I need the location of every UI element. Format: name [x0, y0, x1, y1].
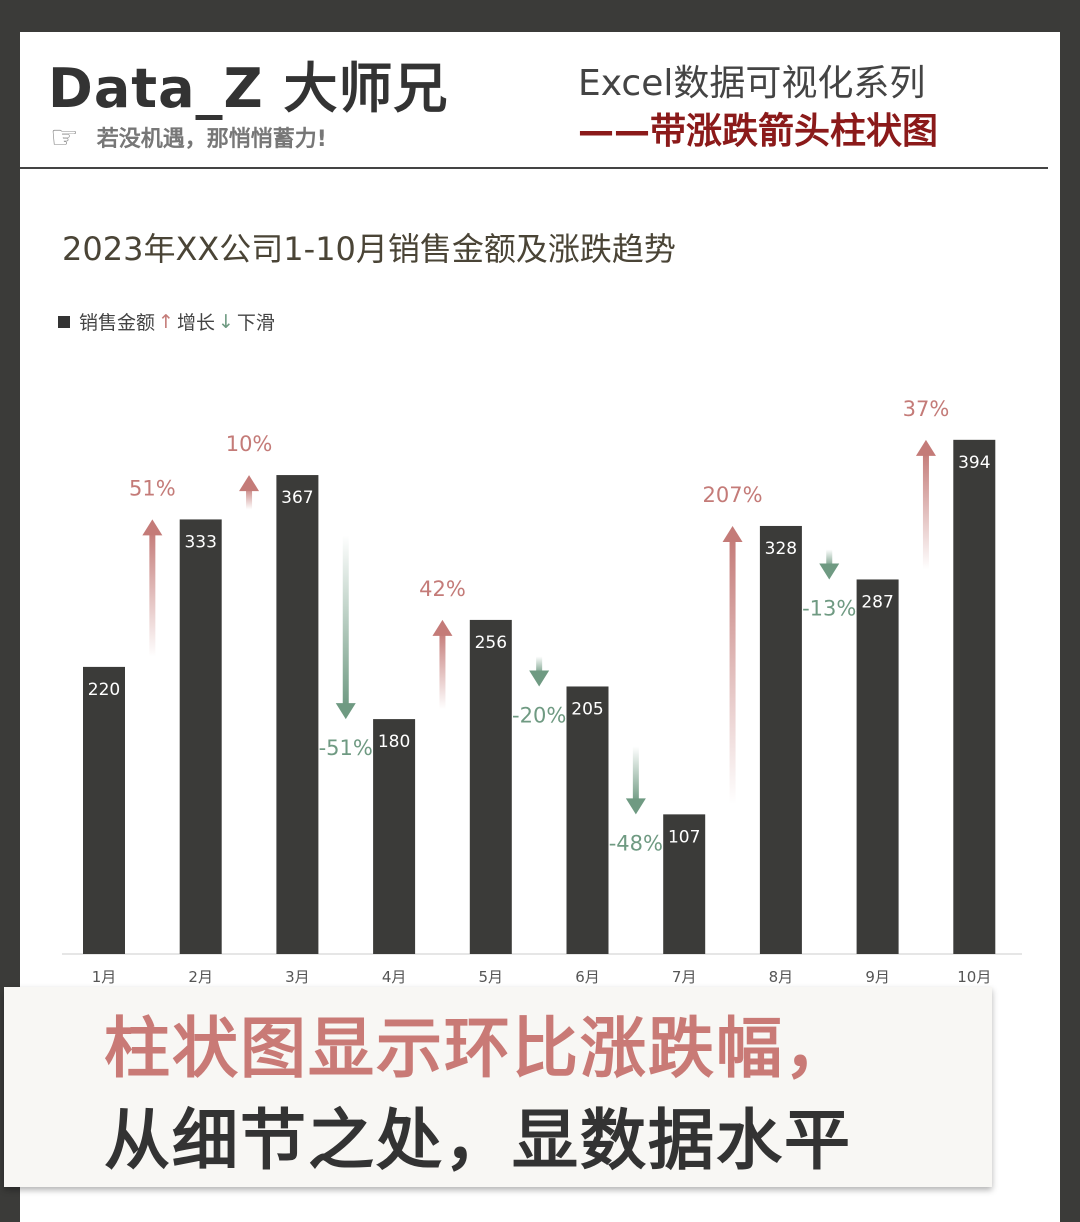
divider [20, 167, 1048, 169]
bar [953, 439, 996, 955]
x-tick-label: 2月 [188, 968, 213, 986]
data-label: 256 [475, 633, 507, 653]
change-label-up: 10% [226, 432, 273, 456]
data-label: 333 [184, 532, 216, 552]
down-arrow-head [335, 703, 356, 720]
series-subtitle: ——带涨跌箭头柱状图 [578, 111, 939, 152]
change-label-up: 207% [703, 483, 763, 507]
bar [663, 814, 706, 954]
x-tick-label: 6月 [575, 968, 600, 986]
legend: 销售金额 ↑ 增长 ↓ 下滑 [58, 308, 275, 335]
legend-up-label: 增长 [176, 312, 215, 334]
data-label: 328 [765, 539, 797, 559]
legend-up-arrow-icon: ↑ [158, 310, 174, 333]
up-arrow-shaft [439, 631, 446, 710]
banner-line-1: 柱状图显示环比涨跌幅， [104, 1010, 852, 1087]
legend-bar-swatch [58, 315, 70, 328]
brand-title: Data_Z 大师兄 [48, 57, 449, 120]
down-arrow-shaft [342, 535, 349, 708]
up-arrow-head [142, 519, 163, 536]
down-arrow-shaft [536, 656, 543, 675]
x-tick-label: 7月 [672, 968, 697, 986]
data-label: 287 [861, 592, 893, 612]
x-tick-label: 1月 [92, 968, 117, 986]
bar [566, 686, 609, 954]
slogan-text: 若没机遇，那悄悄蓄力! [96, 127, 327, 152]
slogan: ☞ 若没机遇，那悄悄蓄力! [50, 118, 327, 156]
data-label: 205 [571, 699, 603, 719]
bar [856, 579, 899, 954]
up-arrow-shaft [729, 537, 736, 805]
change-label-up: 51% [129, 476, 176, 500]
pointing-hand-icon: ☞ [50, 118, 79, 156]
change-label-up: 37% [903, 397, 950, 421]
x-tick-label: 4月 [382, 968, 407, 986]
bar [83, 666, 125, 954]
bar [373, 719, 416, 954]
legend-down-label: 下滑 [236, 312, 275, 334]
chart-title: 2023年XX公司1-10月销售金额及涨跌趋势 [62, 230, 676, 268]
data-label: 394 [958, 453, 990, 473]
data-label: 367 [281, 488, 313, 508]
bar [179, 519, 222, 954]
series-title: Excel数据可视化系列 [578, 63, 926, 104]
down-arrow-head [819, 563, 840, 580]
down-arrow-shaft [632, 746, 639, 803]
x-tick-label: 5月 [479, 968, 504, 986]
change-label-down: -13% [802, 596, 856, 620]
down-arrow-shaft [826, 549, 833, 568]
data-label: 180 [378, 732, 410, 752]
up-arrow-head [239, 475, 260, 492]
bar [469, 619, 512, 954]
x-tick-label: 10月 [957, 968, 991, 986]
up-arrow-shaft [922, 451, 929, 570]
change-label-down: -20% [512, 703, 566, 727]
summary-banner: 柱状图显示环比涨跌幅， 从细节之处，显数据水平 [4, 987, 992, 1187]
up-arrow-head [432, 619, 453, 636]
data-label: 220 [88, 680, 120, 700]
change-label-down: -48% [609, 831, 663, 855]
down-arrow-head [529, 670, 550, 687]
down-arrow-head [625, 798, 646, 815]
up-arrow-shaft [149, 531, 156, 657]
x-tick-label: 9月 [865, 968, 890, 986]
up-arrow-head [915, 439, 936, 456]
up-arrow-head [722, 525, 743, 542]
change-label-up: 42% [419, 577, 466, 601]
legend-bar-label: 销售金额 [79, 312, 156, 334]
bar [759, 525, 802, 954]
change-label-down: -51% [319, 736, 373, 760]
bar [276, 475, 319, 954]
up-arrow-shaft [246, 487, 253, 510]
data-label: 107 [668, 827, 700, 847]
banner-line-2: 从细节之处，显数据水平 [104, 1102, 852, 1179]
x-tick-label: 3月 [285, 968, 310, 986]
x-tick-label: 8月 [769, 968, 794, 986]
legend-down-arrow-icon: ↓ [217, 310, 234, 333]
